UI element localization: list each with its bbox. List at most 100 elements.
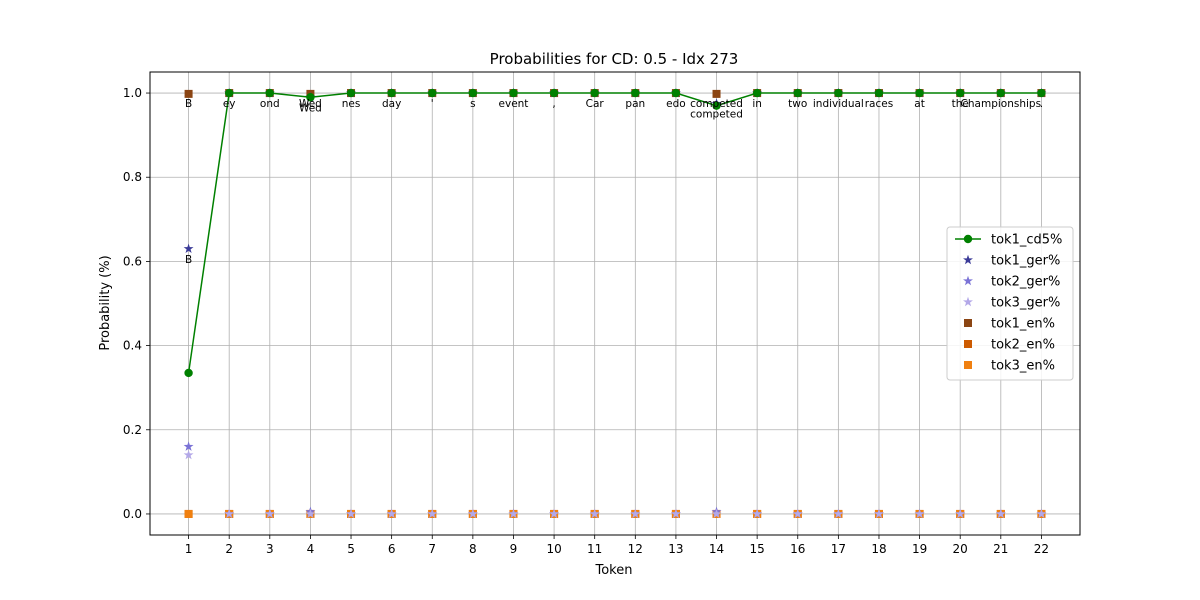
series-tok1_cd5%: [184, 88, 1046, 378]
legend-marker: [963, 296, 973, 307]
data-point: [590, 88, 599, 98]
y-tick-label: 0.6: [123, 254, 142, 268]
point-label: Wed: [299, 98, 322, 110]
series-line: [187, 92, 1042, 374]
data-point: [306, 93, 315, 102]
y-tick-label: 0.4: [123, 339, 142, 353]
grid: [150, 72, 1080, 535]
legend-entry: tok3_en%: [964, 359, 1055, 374]
data-point: [792, 508, 803, 519]
x-tick-label: 18: [871, 542, 886, 556]
point-label: B: [185, 98, 192, 110]
data-point: [346, 88, 356, 98]
data-point: [428, 88, 437, 98]
x-tick-label: 19: [912, 542, 927, 556]
data-point: [509, 88, 518, 98]
y-tick-label: 0.0: [123, 507, 142, 521]
data-point: [631, 88, 640, 98]
legend-marker: [964, 340, 972, 348]
legend-label: tok3_en%: [991, 359, 1055, 374]
x-tick-label: 5: [347, 542, 355, 556]
data-point: [834, 88, 843, 98]
point-label: the: [952, 98, 969, 110]
data-point: [264, 508, 275, 519]
data-point: [874, 88, 884, 98]
x-tick-label: 2: [225, 542, 233, 556]
data-point: [996, 88, 1006, 98]
point-label: two: [788, 98, 807, 110]
x-tick-label: 21: [993, 542, 1008, 556]
data-point: [995, 508, 1006, 519]
legend-box: [946, 226, 1074, 381]
x-ticks: 1 2 3 4 5 6 7 8 9 10 11 12 13 14 15 16 17 18 19 20 21 22: [185, 535, 1049, 556]
legend-entry: tok3_ger%: [963, 296, 1060, 311]
point-label: individual: [813, 98, 864, 110]
data-point: [670, 508, 681, 519]
legend-entry: tok1_cd5%: [955, 233, 1062, 248]
legend-marker: [964, 361, 972, 369]
legend-label: tok3_ger%: [991, 296, 1060, 311]
legend-label: tok1_cd5%: [991, 233, 1062, 248]
data-point: [914, 508, 925, 519]
x-tick-label: 7: [428, 542, 436, 556]
data-point: [265, 88, 275, 98]
data-point: [549, 88, 559, 98]
legend-entry: tok2_ger%: [963, 275, 1060, 290]
legend-entry: tok1_en%: [964, 317, 1055, 332]
data-point: [955, 508, 966, 519]
point-label: nes: [342, 98, 361, 110]
legend-label: tok2_en%: [991, 338, 1055, 353]
x-axis-label: Token: [595, 563, 633, 578]
point-label: ond: [260, 98, 280, 110]
point-label: B: [185, 254, 192, 266]
data-point: [184, 368, 193, 378]
x-tick-label: 22: [1034, 542, 1049, 556]
series-tok3_ger%: [183, 449, 1047, 519]
legend-label: tok1_en%: [991, 317, 1055, 332]
data-point: [183, 243, 194, 253]
point-label: Wed: [299, 102, 322, 114]
data-point: [346, 508, 356, 519]
data-point: [427, 508, 438, 519]
legend-marker: [963, 254, 973, 265]
legend-entry: tok1_ger%: [963, 254, 1060, 269]
legend: tok1_cd5% tok1_ger% tok2_ger% tok3_ger% tok1…: [946, 226, 1074, 381]
x-tick-label: 4: [307, 542, 315, 556]
data-point: [468, 88, 478, 98]
y-tick-label: 1.0: [123, 86, 142, 100]
data-point: [183, 441, 194, 451]
legend-entry: tok2_en%: [964, 338, 1055, 353]
x-tick-label: 12: [628, 542, 643, 556]
data-point: [184, 89, 193, 98]
y-tick-label: 0.2: [123, 423, 142, 437]
data-point: [712, 101, 721, 110]
data-point: [387, 88, 396, 98]
point-label: ,: [552, 98, 555, 110]
x-tick-label: 20: [953, 542, 968, 556]
data-point: [874, 508, 884, 519]
point-label: competed: [690, 98, 743, 110]
point-label: races: [865, 98, 893, 110]
data-point: [793, 88, 802, 98]
point-label: at: [914, 98, 925, 110]
point-label: s: [470, 98, 475, 110]
x-tick-label: 9: [510, 542, 518, 556]
data-point: [508, 508, 519, 519]
series-tok2_ger%: [183, 441, 1047, 519]
data-point: [1037, 88, 1046, 98]
x-tick-label: 1: [185, 542, 193, 556]
legend-label: tok2_ger%: [991, 275, 1060, 290]
point-label: .: [1040, 98, 1043, 110]
data-point: [589, 508, 600, 519]
data-point: [712, 89, 721, 98]
point-label: pan: [625, 98, 645, 110]
data-point: [467, 508, 478, 519]
x-tick-label: 6: [388, 542, 396, 556]
data-point: [1036, 508, 1047, 519]
point-label: day: [382, 98, 401, 110]
point-label: edo: [666, 98, 686, 110]
y-ticks: 0.0 0.2 0.4 0.6 0.8 1.0: [123, 86, 150, 521]
point-label: Car: [586, 98, 605, 110]
